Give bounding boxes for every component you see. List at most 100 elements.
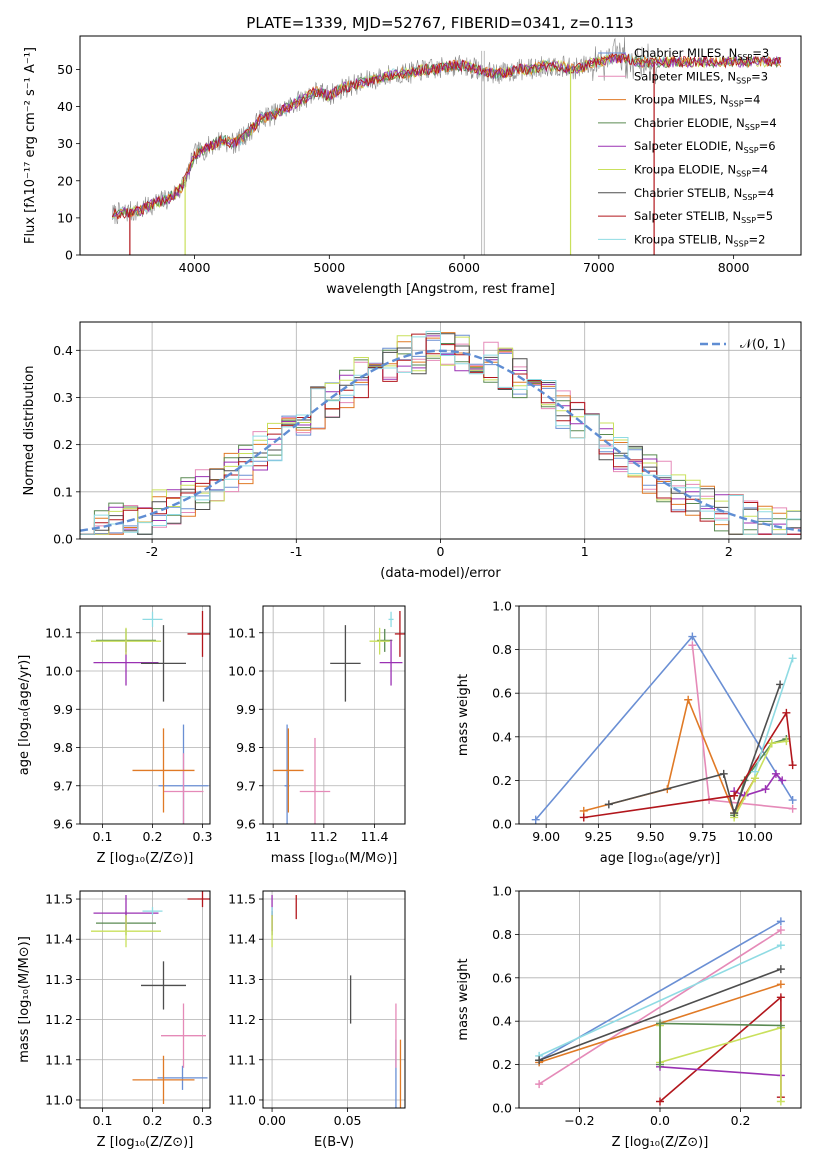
spectrum-xtick-label: 7000: [583, 260, 615, 275]
weight-marker-salpeter_elodie: [771, 769, 780, 778]
weight_vs_z-xtick-label: −0.2: [564, 1113, 594, 1128]
weight_vs_age-xtick-label: 9.00: [532, 829, 560, 844]
weight_vs_age-plot: [531, 632, 797, 824]
age_vs_mass-ytick-label: 9.9: [236, 702, 256, 717]
residuals-ytick-label: 0.4: [53, 343, 73, 358]
age_vs_mass-xtick-label: 11.4: [361, 829, 389, 844]
gauss-legend-label: 𝒩(0, 1): [740, 336, 786, 351]
legend-label: Kroupa MILES, NSSP=4: [634, 93, 760, 109]
residuals-xtick-label: -2: [146, 544, 158, 559]
weight_vs_z-xtick-label: 0.2: [731, 1113, 751, 1128]
legend-label-main: Kroupa MILES, N: [634, 93, 729, 107]
weight-marker-salpeter_stelib: [776, 993, 785, 1002]
mass_vs_ebv-axes: 0.00 0.05 11.0 11.1 11.2 11.3 11.4 11.5 E(B-V): [228, 891, 405, 1150]
age_vs_z-ytick-label: 10.1: [45, 625, 73, 640]
weight-marker-chabrier_stelib: [604, 800, 613, 809]
legend-label-suffix: =4: [751, 163, 768, 177]
age_vs_mass-ytick-label: 10.0: [228, 664, 256, 679]
weight_vs_z-ytick-label: 0.2: [492, 1057, 512, 1072]
legend-label: Chabrier MILES, NSSP=3: [634, 46, 769, 62]
residuals-ytick-label: 0.1: [53, 484, 73, 499]
residual-hist-salpeter_stelib: [80, 333, 801, 535]
weight_vs_z-plot: [535, 917, 785, 1106]
weight_vs_z-xtick-label: 0.0: [650, 1113, 670, 1128]
weight-marker-chabrier_stelib: [776, 965, 785, 974]
spectrum-ytick-label: 30: [57, 136, 73, 151]
age_vs_mass-xlabel: mass [log₁₀(M/M⊙)]: [271, 851, 398, 866]
weight_vs_age-frame: [518, 605, 802, 825]
age_vs_mass-frame: [262, 605, 406, 825]
mass_vs_ebv-xtick-label: 0.00: [258, 1113, 286, 1128]
mass_vs_ebv-plot: [271, 895, 402, 1108]
legend-label: Chabrier STELIB, NSSP=4: [634, 186, 774, 202]
weight-marker-chabrier_miles: [531, 815, 540, 824]
weight_vs_age-ytick-label: 0.0: [492, 817, 512, 832]
age_vs_z-frame: [79, 605, 211, 825]
spectrum-plot: [111, 37, 782, 255]
weight_vs_age-xtick-label: 9.75: [689, 829, 717, 844]
weight-marker-kroupa_stelib: [776, 941, 785, 950]
weight-marker-salpeter_stelib: [782, 708, 791, 717]
weight-line-chabrier_stelib: [608, 684, 781, 816]
legend-label-main: Kroupa STELIB, N: [634, 232, 734, 246]
age_vs_z-ytick-label: 9.9: [53, 702, 73, 717]
spectrum-xtick-label: 8000: [718, 260, 750, 275]
spectrum-ytick-label: 50: [57, 62, 73, 77]
age_vs_mass-plot: [273, 610, 405, 824]
weight_vs_z-xlabel: Z [log₁₀(Z/Z⊙)]: [612, 1135, 709, 1150]
residuals-xtick-label: -1: [290, 544, 302, 559]
legend-label-sub: SSP: [737, 53, 752, 62]
weight_vs_age-xtick-label: 9.25: [584, 829, 612, 844]
legend-label-suffix: =5: [756, 209, 773, 223]
legend-label-sub: SSP: [745, 123, 760, 132]
spectrum-ytick-label: 20: [57, 173, 73, 188]
age_vs_z-xtick-label: 0.2: [143, 829, 163, 844]
weight-marker-salpeter_elodie: [778, 776, 787, 785]
weight_vs_age-ytick-label: 0.6: [492, 686, 512, 701]
age_vs_mass-axes: 11 11.2 11.4 9.6 9.7 9.8 9.9 10.0 10.1 mass [log₁…: [228, 606, 405, 866]
mass_vs_ebv-ytick-label: 11.2: [228, 1012, 256, 1027]
mass_vs_z-ytick-label: 11.0: [45, 1092, 73, 1107]
mass_vs_z-xtick-label: 0.2: [143, 1113, 163, 1128]
age_vs_mass-ytick-label: 10.1: [228, 625, 256, 640]
spectrum-axes: 4000 5000 6000 7000 8000 0 10 20 30 40 50 wavelengt…: [23, 47, 750, 297]
mass_vs_z-xlabel: Z [log₁₀(Z/Z⊙)]: [97, 1135, 194, 1150]
legend-label-suffix: =3: [751, 69, 768, 83]
weight_vs_z-axes: −0.2 0.0 0.2 0.0 0.2 0.4 0.6 0.8 1.0 Z [log₁₀(Z/Z…: [456, 884, 801, 1150]
legend-label-main: Salpeter ELODIE, N: [634, 139, 744, 153]
legend-label-sub: SSP: [729, 100, 744, 109]
legend-label-suffix: =4: [757, 186, 774, 200]
mass_vs_z-xtick-label: 0.3: [193, 1113, 213, 1128]
spectrum-xtick-label: 6000: [448, 260, 480, 275]
weight-marker-salpeter_stelib: [579, 813, 588, 822]
mass_vs_z-ylabel: mass [log₁₀(M/M⊙)]: [17, 936, 32, 1063]
residuals-xtick-label: 1: [581, 544, 589, 559]
age_vs_z-xtick-label: 0.1: [93, 829, 113, 844]
weight-marker-kroupa_stelib: [788, 654, 797, 663]
weight_vs_z-ytick-label: 1.0: [492, 884, 512, 899]
weight-marker-chabrier_stelib: [730, 809, 739, 818]
residuals-xtick-label: 2: [725, 544, 733, 559]
spectrum-ytick-label: 40: [57, 99, 73, 114]
figure-title: PLATE=1339, MJD=52767, FIBERID=0341, z=0…: [246, 14, 633, 32]
legend-label-main: Salpeter MILES, N: [634, 69, 736, 83]
mass_vs_z-ytick-label: 11.3: [45, 972, 73, 987]
weight_vs_age-xtick-label: 10.00: [737, 829, 773, 844]
legend-label-main: Salpeter STELIB, N: [634, 209, 741, 223]
weight-marker-salpeter_miles: [788, 804, 797, 813]
weight_vs_age-xtick-label: 9.50: [637, 829, 665, 844]
weight-marker-salpeter_miles: [776, 926, 785, 935]
mass_vs_ebv-xtick-label: 0.05: [334, 1113, 362, 1128]
spectrum-xlabel: wavelength [Angstrom, rest frame]: [326, 282, 555, 297]
mass_vs_ebv-ytick-label: 11.1: [228, 1052, 256, 1067]
weight-marker-chabrier_miles: [688, 632, 697, 641]
residual-hist-kroupa_stelib: [80, 330, 801, 535]
weight-line-salpeter_elodie: [659, 1066, 781, 1077]
weight_vs_z-ytick-label: 0.4: [492, 1014, 512, 1029]
weight-marker-salpeter_stelib: [788, 761, 797, 770]
weight-marker-salpeter_stelib: [656, 1097, 664, 1106]
weight_vs_z-ylabel: mass weight: [456, 958, 471, 1040]
weight-marker-kroupa_elodie: [776, 1097, 785, 1106]
